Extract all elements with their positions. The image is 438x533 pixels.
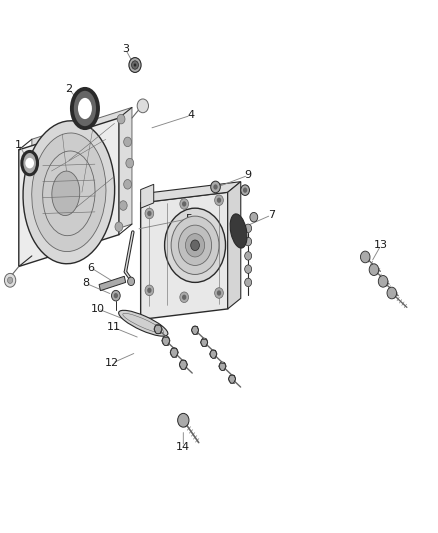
Ellipse shape	[119, 310, 168, 336]
Circle shape	[245, 224, 252, 232]
Circle shape	[245, 252, 252, 260]
Circle shape	[185, 233, 205, 257]
Ellipse shape	[230, 214, 247, 248]
Circle shape	[147, 288, 152, 293]
Circle shape	[217, 290, 221, 296]
Circle shape	[134, 63, 136, 67]
Text: 8: 8	[83, 278, 90, 288]
Circle shape	[124, 180, 131, 189]
Circle shape	[215, 288, 223, 298]
Circle shape	[171, 216, 219, 274]
Text: 13: 13	[374, 240, 388, 251]
Ellipse shape	[72, 89, 98, 128]
Ellipse shape	[23, 121, 115, 264]
Circle shape	[145, 208, 154, 219]
Ellipse shape	[32, 133, 106, 252]
Circle shape	[211, 181, 220, 193]
Circle shape	[114, 293, 118, 298]
Circle shape	[217, 198, 221, 203]
Circle shape	[117, 114, 125, 124]
Circle shape	[7, 277, 13, 284]
Polygon shape	[141, 184, 154, 208]
Circle shape	[250, 213, 258, 222]
Circle shape	[127, 277, 134, 286]
Circle shape	[147, 211, 152, 216]
Circle shape	[215, 195, 223, 206]
Circle shape	[119, 201, 127, 211]
Polygon shape	[228, 182, 241, 309]
Circle shape	[25, 158, 34, 168]
Circle shape	[360, 251, 370, 263]
Circle shape	[112, 290, 120, 301]
Circle shape	[229, 375, 236, 383]
Polygon shape	[141, 182, 241, 203]
Circle shape	[219, 362, 226, 370]
Text: 1: 1	[15, 140, 22, 150]
Text: 10: 10	[91, 304, 105, 314]
Circle shape	[180, 199, 188, 209]
Circle shape	[129, 58, 141, 72]
Circle shape	[124, 137, 131, 147]
Polygon shape	[19, 118, 119, 266]
Circle shape	[245, 237, 252, 246]
Circle shape	[137, 99, 148, 113]
Text: 9: 9	[244, 171, 252, 180]
Ellipse shape	[78, 98, 92, 119]
Circle shape	[170, 348, 178, 357]
Circle shape	[182, 295, 186, 300]
Text: 6: 6	[87, 263, 94, 272]
Circle shape	[210, 350, 217, 358]
Circle shape	[126, 158, 134, 168]
Circle shape	[4, 273, 16, 287]
Text: 12: 12	[105, 358, 120, 368]
Circle shape	[115, 222, 123, 231]
Circle shape	[180, 292, 188, 303]
Circle shape	[387, 287, 396, 299]
Circle shape	[191, 240, 199, 251]
Text: 14: 14	[176, 442, 191, 452]
Ellipse shape	[22, 151, 38, 175]
Circle shape	[369, 264, 379, 276]
Text: 2: 2	[65, 84, 72, 94]
Text: 11: 11	[107, 322, 121, 333]
Circle shape	[145, 285, 154, 296]
Circle shape	[213, 184, 218, 190]
Circle shape	[179, 225, 212, 265]
Bar	[99, 276, 126, 290]
Circle shape	[245, 265, 252, 273]
Text: 5: 5	[185, 214, 192, 224]
Circle shape	[243, 188, 247, 193]
Circle shape	[131, 61, 138, 69]
Polygon shape	[32, 108, 132, 256]
Circle shape	[178, 414, 189, 427]
Circle shape	[162, 336, 170, 345]
Circle shape	[201, 338, 208, 346]
Circle shape	[378, 276, 388, 287]
Circle shape	[182, 201, 186, 207]
Circle shape	[180, 360, 187, 369]
Ellipse shape	[52, 171, 80, 215]
Text: 4: 4	[187, 110, 194, 120]
Text: 3: 3	[122, 44, 129, 54]
Text: 7: 7	[268, 210, 275, 220]
Circle shape	[165, 208, 226, 282]
Circle shape	[241, 185, 250, 196]
Circle shape	[154, 324, 162, 334]
Polygon shape	[141, 192, 228, 319]
Circle shape	[191, 326, 198, 334]
Circle shape	[245, 278, 252, 287]
